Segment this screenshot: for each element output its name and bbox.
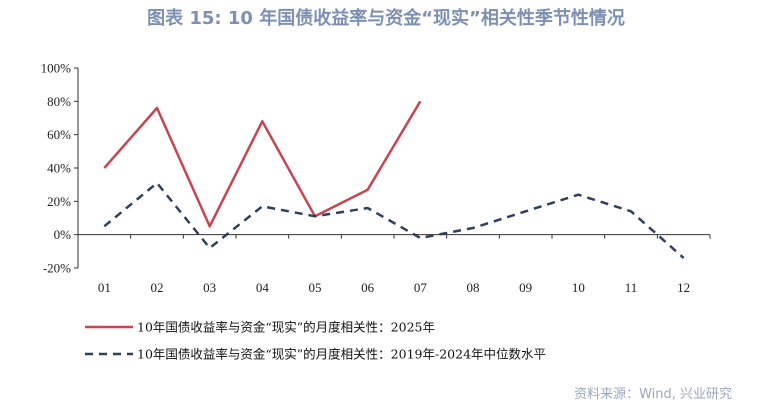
x-tick-label: 05 xyxy=(309,280,322,295)
x-tick-label: 11 xyxy=(625,280,638,295)
legend-label: 10年国债收益率与资金“现实”的月度相关性：2019年-2024年中位数水平 xyxy=(137,347,546,362)
x-tick-label: 01 xyxy=(98,280,111,295)
y-tick-label: 60% xyxy=(47,127,71,142)
y-tick-label: -20% xyxy=(43,261,71,276)
x-tick-label: 07 xyxy=(414,280,428,295)
y-tick-label: 0% xyxy=(54,227,72,242)
y-tick-label: 20% xyxy=(47,194,71,209)
legend-label: 10年国债收益率与资金“现实”的月度相关性：2025年 xyxy=(137,320,435,335)
y-tick-label: 40% xyxy=(47,161,71,176)
x-tick-label: 06 xyxy=(361,280,375,295)
x-tick-label: 09 xyxy=(519,280,532,295)
source-note: 资料来源：Wind, 兴业研究 xyxy=(574,383,732,402)
y-tick-label: 100% xyxy=(41,61,72,76)
x-tick-label: 08 xyxy=(467,280,480,295)
x-tick-label: 10 xyxy=(572,280,585,295)
y-tick-label: 80% xyxy=(47,94,71,109)
x-tick-label: 02 xyxy=(151,280,164,295)
x-tick-label: 03 xyxy=(203,280,216,295)
series-line-2025 xyxy=(104,101,420,226)
series-line-median xyxy=(104,183,683,258)
line-chart: 100% 80% 60% 40% 20% 0% -20% 01 02 03 04 05 06 07 08 09… xyxy=(0,0,772,407)
x-tick-label: 12 xyxy=(677,280,690,295)
x-tick-label: 04 xyxy=(256,280,270,295)
